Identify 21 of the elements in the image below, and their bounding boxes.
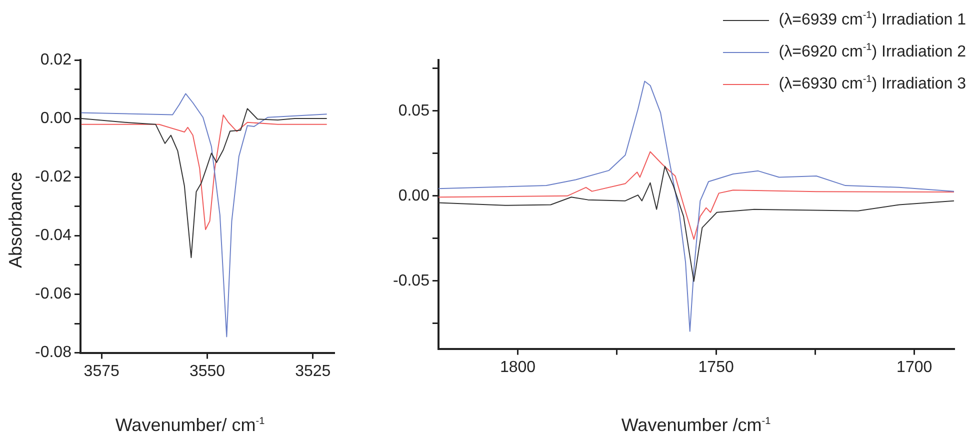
- y-tick-label: 0.00: [398, 187, 430, 204]
- y-tick-label: 0.05: [398, 102, 430, 120]
- y-tick-label: 0.02: [40, 51, 72, 68]
- y-tick-label: -0.04: [35, 227, 72, 244]
- x-axis-title: Wavenumber /cm$^{-1}$: [621, 415, 771, 436]
- legend-label: (λ=6939 cm$^{-1}$) Irradiation 1: [778, 10, 966, 30]
- legend-label: (λ=6920 cm$^{-1}$) Irradiation 2: [778, 42, 966, 62]
- x-tick-label: 1750: [698, 358, 734, 376]
- y-axis-title: Absorbance: [6, 172, 26, 268]
- y-tick-label: -0.02: [35, 168, 72, 186]
- x-tick-label: 3525: [295, 362, 331, 380]
- x-axis-title: Wavenumber/ cm$^{-1}$: [115, 415, 265, 436]
- x-tick-label: 1700: [896, 358, 932, 376]
- y-tick-label: -0.05: [393, 272, 430, 290]
- x-tick-label: 3575: [84, 362, 120, 380]
- y-tick-label: 0.00: [40, 110, 72, 127]
- x-tick-label: 3550: [189, 362, 226, 380]
- legend-label: (λ=6930 cm$^{-1}$) Irradiation 3: [778, 74, 966, 94]
- y-tick-label: -0.06: [35, 286, 72, 303]
- x-tick-label: 1800: [500, 358, 536, 376]
- y-tick-label: -0.08: [35, 344, 72, 362]
